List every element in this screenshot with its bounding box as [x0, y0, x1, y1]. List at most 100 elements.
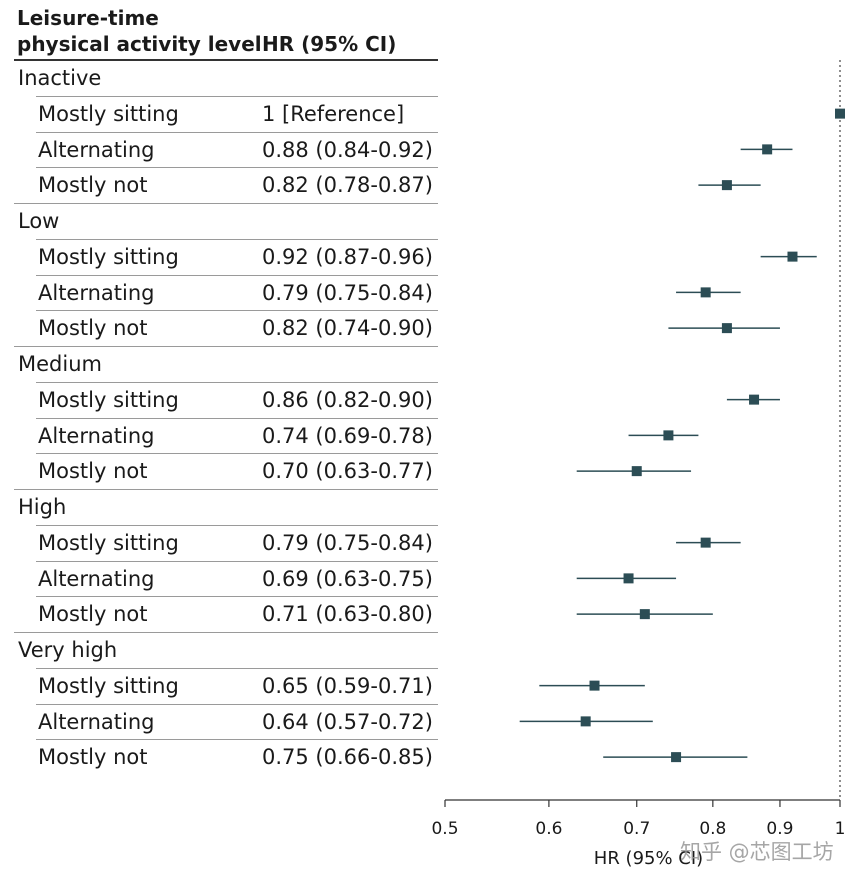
table-row: Alternating 0.69 (0.63-0.75) — [14, 560, 438, 597]
hr-value: 0.65 (0.59-0.71) — [262, 673, 433, 698]
row-label: Mostly sitting — [38, 530, 179, 555]
row-label: Alternating — [38, 709, 155, 734]
column-header-line2: physical activity level — [17, 32, 262, 56]
row-label: Mostly not — [38, 173, 148, 198]
hr-value: 0.71 (0.63-0.80) — [262, 602, 433, 627]
hr-marker — [589, 680, 600, 691]
hr-value: 0.64 (0.57-0.72) — [262, 709, 433, 734]
hr-value: 1 [Reference] — [262, 101, 405, 126]
x-axis-label: HR (95% CI) — [594, 848, 703, 869]
row-divider — [36, 596, 438, 598]
hr-marker — [580, 716, 591, 727]
table-row: Alternating 0.74 (0.69-0.78) — [14, 417, 438, 454]
row-divider — [36, 274, 438, 276]
hr-marker — [623, 573, 634, 584]
hr-value: 0.69 (0.63-0.75) — [262, 566, 433, 591]
hr-marker — [671, 752, 682, 763]
x-tick-label: 0.6 — [535, 819, 562, 839]
table-row: Mostly not 0.75 (0.66-0.85) — [14, 739, 438, 775]
row-divider — [36, 703, 438, 705]
group-row: High — [14, 489, 438, 525]
group-label: Inactive — [18, 66, 102, 90]
row-label: Alternating — [38, 137, 155, 162]
row-label: Mostly not — [38, 316, 148, 341]
row-divider — [36, 131, 438, 133]
hr-value: 0.74 (0.69-0.78) — [262, 423, 433, 448]
group-label: Medium — [18, 352, 102, 376]
row-label: Alternating — [38, 423, 155, 448]
table-row: Mostly not 0.82 (0.78-0.87) — [14, 167, 438, 203]
hr-value: 0.86 (0.82-0.90) — [262, 387, 433, 412]
row-divider — [14, 203, 438, 204]
hr-marker — [631, 466, 642, 477]
row-divider — [36, 453, 438, 455]
row-label: Mostly not — [38, 745, 148, 770]
table-row: Mostly not 0.82 (0.74-0.90) — [14, 310, 438, 346]
hr-value: 0.82 (0.74-0.90) — [262, 316, 433, 341]
hr-marker — [721, 323, 732, 334]
watermark: 知乎 @芯图工坊 — [680, 840, 834, 864]
hr-marker — [749, 394, 760, 405]
x-tick-label: 1 — [835, 819, 846, 839]
row-label: Mostly sitting — [38, 387, 179, 412]
hr-marker — [639, 609, 650, 620]
group-label: Very high — [18, 638, 118, 662]
row-divider — [36, 238, 438, 240]
table-row: Mostly not 0.70 (0.63-0.77) — [14, 453, 438, 489]
table-row: Mostly not 0.71 (0.63-0.80) — [14, 596, 438, 632]
row-divider — [14, 632, 438, 633]
row-label: Mostly sitting — [38, 101, 179, 126]
row-label: Mostly not — [38, 602, 148, 627]
hr-marker — [700, 287, 711, 298]
column-header-hr: HR (95% CI) — [262, 32, 397, 56]
row-divider — [36, 381, 438, 383]
column-header-line1: Leisure-time — [17, 6, 159, 30]
group-row: Medium — [14, 346, 438, 382]
row-divider — [36, 667, 438, 669]
row-divider — [36, 95, 438, 97]
row-label: Mostly sitting — [38, 673, 179, 698]
hr-marker — [787, 251, 798, 262]
row-divider — [36, 167, 438, 169]
row-label: Mostly not — [38, 459, 148, 484]
table-row: Mostly sitting 0.92 (0.87-0.96) — [14, 238, 438, 275]
row-divider — [36, 524, 438, 526]
hr-marker — [762, 144, 773, 155]
row-divider — [36, 417, 438, 419]
row-divider — [14, 489, 438, 490]
table-row: Mostly sitting 0.86 (0.82-0.90) — [14, 381, 438, 418]
table-row: Mostly sitting 1 [Reference] — [14, 95, 438, 132]
row-label: Alternating — [38, 280, 155, 305]
column-header-activity-level: Leisure-time physical activity level — [17, 5, 262, 57]
hr-value: 0.79 (0.75-0.84) — [262, 280, 433, 305]
group-row: Low — [14, 203, 438, 239]
hr-marker — [721, 180, 732, 191]
row-divider — [36, 560, 438, 562]
group-row: Very high — [14, 632, 438, 668]
hr-value: 0.92 (0.87-0.96) — [262, 244, 433, 269]
hr-value: 0.88 (0.84-0.92) — [262, 137, 433, 162]
row-divider — [36, 310, 438, 312]
x-tick-label: 0.9 — [766, 819, 793, 839]
hr-value: 0.75 (0.66-0.85) — [262, 745, 433, 770]
header-divider — [14, 59, 438, 61]
table-row: Mostly sitting 0.65 (0.59-0.71) — [14, 667, 438, 704]
row-label: Mostly sitting — [38, 244, 179, 269]
x-tick-label: 0.7 — [623, 819, 650, 839]
table-row: Alternating 0.88 (0.84-0.92) — [14, 131, 438, 168]
row-divider — [36, 739, 438, 741]
row-divider — [14, 346, 438, 347]
hr-value: 0.82 (0.78-0.87) — [262, 173, 433, 198]
group-label: Low — [18, 209, 60, 233]
hr-marker — [663, 430, 674, 441]
hr-marker — [835, 108, 845, 119]
group-row: Inactive — [14, 60, 438, 96]
x-tick-label: 0.5 — [431, 819, 458, 839]
table-row: Alternating 0.79 (0.75-0.84) — [14, 274, 438, 311]
hr-marker — [700, 537, 711, 548]
table-row: Alternating 0.64 (0.57-0.72) — [14, 703, 438, 740]
row-label: Alternating — [38, 566, 155, 591]
x-tick-label: 0.8 — [699, 819, 726, 839]
group-label: High — [18, 495, 67, 519]
